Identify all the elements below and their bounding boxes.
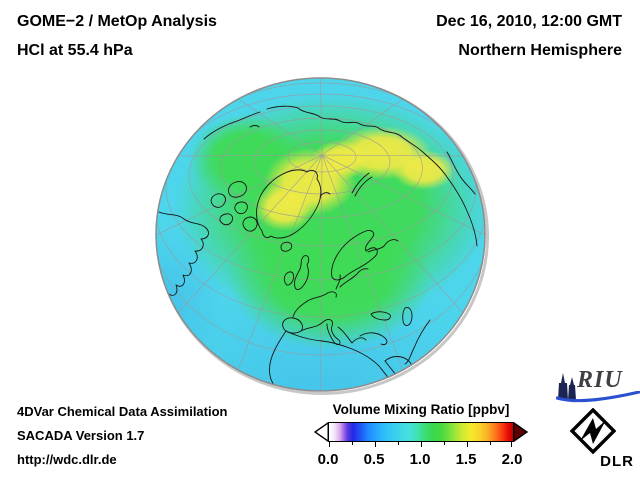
coast-africa: [269, 330, 422, 391]
title-region: Northern Hemisphere: [458, 42, 622, 59]
title-instrument: GOME−2 / MetOp Analysis: [17, 13, 217, 30]
coast-greenland: [256, 169, 322, 239]
riu-logo: RIU: [556, 367, 640, 403]
colorbar-gradient: [328, 422, 514, 447]
coast-ne-asia: [446, 151, 476, 195]
field-yellow-4: [392, 150, 456, 190]
colorbar-tick-label: 1.0: [409, 451, 431, 468]
credits: 4DVar Chemical Data Assimilation SACADA …: [17, 404, 228, 476]
colorbar-arrow-left: [314, 422, 329, 442]
header-right: Dec 16, 2010, 12:00 GMT Northern Hemisph…: [436, 14, 622, 59]
cathedral-icon: [558, 373, 576, 400]
coast-iceland: [280, 241, 293, 252]
dlr-diamond-icon: [570, 408, 616, 454]
colorbar: Volume Mixing Ratio [ppbv] 0.0 0.5 1.0 1…: [314, 402, 528, 469]
title-species: HCl at 55.4 hPa: [17, 42, 133, 59]
colorbar-title: Volume Mixing Ratio [ppbv]: [332, 402, 510, 417]
coast-scandinavia: [331, 230, 399, 288]
coast-arctic-islands: [210, 181, 258, 232]
title-datetime: Dec 16, 2010, 12:00 GMT: [436, 13, 622, 30]
coast-caspian-black-sea: [370, 307, 413, 326]
colorbar-row: [314, 422, 528, 448]
colorbar-arrow-right: [513, 422, 528, 442]
field-yellow-2: [254, 183, 314, 231]
colorbar-tick-label: 0.5: [363, 451, 385, 468]
colorbar-tick-label: 2.0: [501, 451, 523, 468]
credit-url: http://wdc.dlr.de: [17, 452, 117, 467]
colorbar-tick-label: 0.0: [317, 451, 339, 468]
coastlines: [158, 105, 478, 391]
coast-arctic-russia-islands: [319, 172, 373, 198]
header-left: GOME−2 / MetOp Analysis HCl at 55.4 hPa: [17, 14, 217, 59]
coast-india: [404, 319, 431, 365]
field-green-europe: [228, 206, 432, 350]
coast-alaska: [203, 105, 299, 140]
coast-british-isles: [283, 255, 310, 290]
colorbar-tick-label: 1.5: [455, 451, 477, 468]
dlr-logo-text: DLR: [600, 453, 634, 470]
coast-europe: [292, 274, 388, 346]
riu-swoosh-icon: [556, 391, 640, 403]
riu-logo-text: RIU: [577, 367, 623, 393]
credit-line-2: SACADA Version 1.7: [17, 428, 145, 443]
field-yellow-5: [312, 140, 368, 180]
globe-rim: [155, 77, 486, 392]
credit-line-1: 4DVar Chemical Data Assimilation: [17, 404, 228, 419]
dlr-logo: DLR: [568, 408, 634, 470]
coast-siberia: [297, 107, 478, 247]
coast-north-america: [158, 211, 209, 296]
colorbar-labels: 0.0 0.5 1.0 1.5 2.0: [314, 451, 528, 469]
